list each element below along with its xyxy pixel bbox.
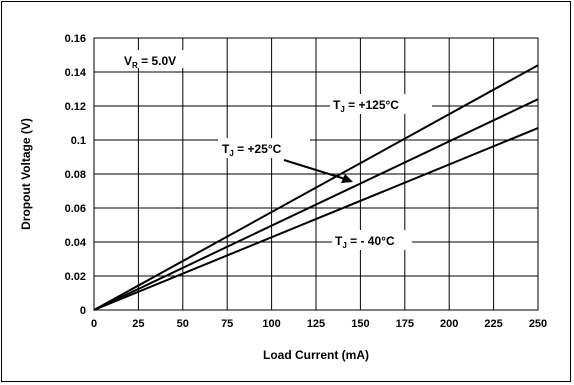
x-tick-label: 100 bbox=[262, 318, 280, 330]
series-label-25c: TJ = +25°C bbox=[222, 142, 282, 158]
x-tick-label: 0 bbox=[91, 318, 97, 330]
series-line-2 bbox=[93, 127, 539, 311]
y-tick-label: 0.16 bbox=[65, 33, 86, 45]
grid bbox=[94, 38, 538, 310]
y-tick-label: 0.02 bbox=[65, 271, 86, 283]
series-label-minus40c: TJ = - 40°C bbox=[335, 234, 395, 250]
series-label-125c: TJ = +125°C bbox=[333, 98, 399, 114]
y-tick-label: 0.12 bbox=[65, 101, 86, 113]
x-tick-label: 175 bbox=[396, 318, 414, 330]
condition-label: VR = 5.0V bbox=[124, 54, 176, 70]
x-tick-label: 125 bbox=[307, 318, 325, 330]
annotation-arrowhead bbox=[341, 174, 353, 183]
y-tick-label: 0.04 bbox=[65, 237, 87, 249]
x-axis-title: Load Current (mA) bbox=[263, 348, 369, 362]
x-tick-label: 75 bbox=[221, 318, 233, 330]
series-lines bbox=[93, 64, 539, 311]
x-tick-label: 50 bbox=[177, 318, 189, 330]
x-tick-label: 225 bbox=[484, 318, 502, 330]
y-axis-title: Dropout Voltage (V) bbox=[19, 118, 33, 230]
y-tick-label: 0 bbox=[80, 305, 86, 317]
series-line-1 bbox=[93, 98, 539, 311]
y-tick-label: 0.06 bbox=[65, 203, 86, 215]
series-line-0 bbox=[93, 64, 539, 311]
x-tick-label: 200 bbox=[440, 318, 458, 330]
y-tick-label: 0.1 bbox=[71, 135, 86, 147]
annotation-arrow bbox=[283, 159, 346, 180]
y-tick-label: 0.14 bbox=[65, 67, 87, 79]
x-tick-label: 250 bbox=[529, 318, 547, 330]
y-tick-labels: 0 0.02 0.04 0.06 0.08 0.1 0.12 0.14 0.16 bbox=[65, 33, 87, 317]
x-tick-label: 25 bbox=[132, 318, 144, 330]
y-tick-label: 0.08 bbox=[65, 169, 86, 181]
x-tick-labels: 0 25 50 75 100 125 150 175 200 225 250 bbox=[91, 318, 547, 330]
x-tick-label: 150 bbox=[351, 318, 369, 330]
